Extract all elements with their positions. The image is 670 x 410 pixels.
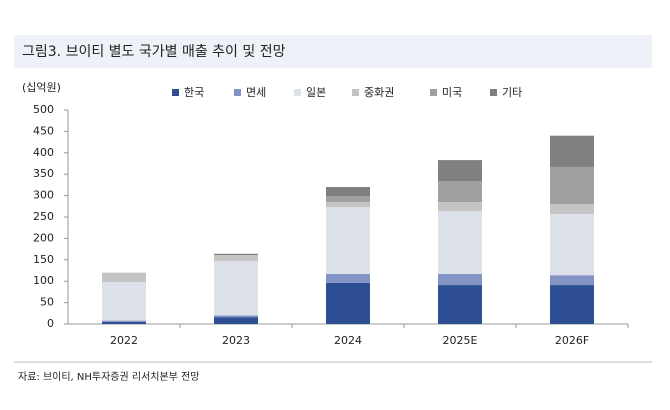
legend-swatch [490, 89, 497, 96]
x-tick-label: 2025E [443, 334, 478, 347]
bar-segment [550, 135, 594, 167]
legend-label: 일본 [306, 85, 326, 99]
bar-segment [550, 285, 594, 324]
source: 자료: 브이티, NH투자증권 리서치본부 전망 [18, 371, 199, 383]
x-tick-label: 2022 [110, 334, 138, 347]
y-tick-label: 200 [33, 231, 54, 244]
title-band [14, 35, 652, 68]
bar-segment [102, 282, 146, 321]
legend-swatch [294, 89, 301, 96]
legend-label: 한국 [184, 86, 204, 99]
chart-title: 그림3. 브이티 별도 국가별 매출 추이 및 전망 [22, 44, 286, 60]
legend-label: 기타 [502, 86, 522, 99]
y-tick-label: 400 [33, 146, 54, 159]
bar-segment [326, 202, 370, 208]
legend-swatch [430, 89, 437, 96]
x-tick-label: 2024 [334, 334, 362, 347]
bar-segment [550, 204, 594, 215]
bar-segment [102, 272, 146, 283]
bar-segment [326, 187, 370, 197]
x-tick-label: 2023 [222, 334, 250, 347]
bar-segment [326, 273, 370, 283]
y-tick-label: 250 [33, 210, 54, 223]
y-tick-label: 0 [47, 317, 54, 330]
bar-segment [438, 211, 482, 274]
bar-segment [550, 166, 594, 205]
y-tick-label: 100 [33, 274, 54, 287]
bar-segment [214, 315, 258, 318]
bar-segment [326, 196, 370, 203]
bar-segment [214, 255, 258, 262]
legend-swatch [172, 89, 179, 96]
y-tick-label: 450 [33, 124, 54, 137]
bar-segment [102, 320, 146, 322]
y-tick-label: 150 [33, 253, 54, 266]
bar-segment [326, 207, 370, 274]
y-tick-label: 300 [33, 189, 54, 202]
y-tick-label: 350 [33, 167, 54, 180]
legend-swatch [234, 89, 241, 96]
legend-swatch [352, 89, 359, 96]
bar-segment [438, 160, 482, 182]
y-tick-label: 50 [40, 296, 54, 309]
bar-segment [326, 282, 370, 324]
bar-segment [214, 253, 258, 256]
bar-segment [438, 181, 482, 203]
bar-segment [438, 273, 482, 286]
bar-segment [214, 317, 258, 324]
legend-label: 미국 [442, 86, 462, 99]
bar-segment [438, 285, 482, 324]
bar-segment [438, 202, 482, 212]
bar-segment [102, 321, 146, 324]
y-axis-label: (십억원) [22, 81, 61, 94]
bar-segment [214, 261, 258, 316]
legend-label: 중화권 [364, 86, 394, 99]
bar-segment [550, 275, 594, 286]
bar-segment [550, 214, 594, 276]
y-tick-label: 500 [33, 103, 54, 116]
legend-label: 면세 [246, 86, 266, 99]
x-tick-label: 2026F [555, 334, 589, 347]
